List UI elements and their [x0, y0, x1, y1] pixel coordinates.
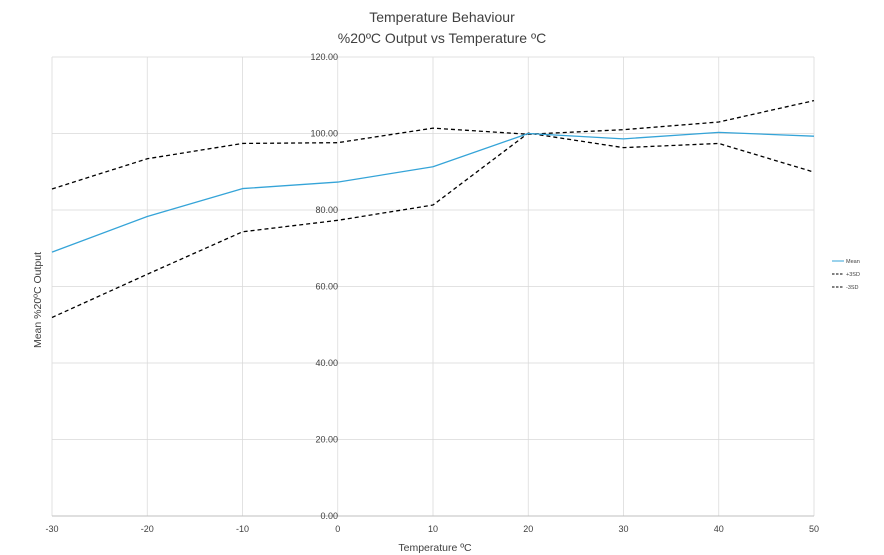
- chart-subtitle: %20ºC Output vs Temperature ºC: [338, 30, 546, 46]
- chart-title: Temperature Behaviour: [369, 9, 515, 25]
- x-tick-label: 10: [428, 524, 438, 534]
- x-tick-label: -10: [236, 524, 249, 534]
- y-tick-label: 0.00: [320, 511, 338, 521]
- series-line-3sd: [51, 132, 815, 319]
- y-axis-title: Mean %20ºC Output: [32, 252, 44, 348]
- x-tick-label: 0: [335, 524, 340, 534]
- y-tick-label: 20.00: [315, 435, 338, 445]
- series-line-3sd: [51, 99, 815, 190]
- y-tick-label: 40.00: [315, 358, 338, 368]
- x-tick-label: -30: [45, 524, 58, 534]
- grid-layer: [51, 56, 815, 517]
- x-tick-label: 40: [714, 524, 724, 534]
- legend-label: -3SD: [846, 285, 859, 291]
- y-tick-label: 60.00: [315, 282, 338, 292]
- x-tick-label: 50: [809, 524, 819, 534]
- tick-layer: 0.00 20.00 40.00 60.00 80.00 100.00 120.00 -30 -…: [45, 52, 819, 534]
- y-tick-label: 100.00: [310, 129, 338, 139]
- x-tick-label: 30: [618, 524, 628, 534]
- series-line-mean: [51, 131, 815, 253]
- y-tick-label: 80.00: [315, 205, 338, 215]
- legend-label: +3SD: [846, 272, 860, 278]
- series-layer: [51, 99, 815, 319]
- x-tick-label: 20: [523, 524, 533, 534]
- legend: Mean +3SD -3SD: [832, 259, 860, 291]
- y-tick-label: 120.00: [310, 52, 338, 62]
- legend-label: Mean: [846, 259, 860, 265]
- x-axis-title: Temperature ºC: [398, 542, 472, 554]
- x-tick-label: -20: [141, 524, 154, 534]
